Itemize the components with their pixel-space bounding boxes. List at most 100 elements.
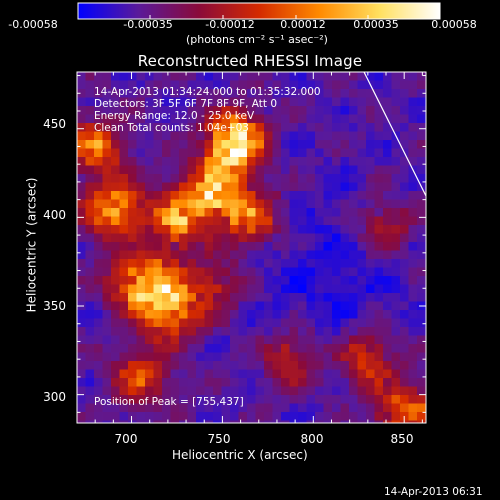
heatmap-cell	[391, 208, 401, 218]
heatmap-cell	[94, 259, 104, 269]
heatmap-cell	[119, 276, 129, 286]
heatmap-cell	[306, 216, 316, 226]
heatmap-cell	[187, 310, 197, 320]
heatmap-cell	[366, 327, 376, 337]
heatmap-cell	[289, 72, 299, 82]
heatmap-cell	[145, 403, 155, 413]
heatmap-cell	[204, 97, 214, 107]
heatmap-cell	[306, 284, 316, 294]
heatmap-cell	[340, 327, 350, 337]
heatmap-cell	[77, 123, 87, 133]
heatmap-cell	[136, 165, 146, 175]
heatmap-cell	[315, 293, 325, 303]
heatmap-cell	[298, 157, 308, 167]
heatmap-cell	[170, 386, 180, 396]
heatmap-cell	[255, 157, 265, 167]
heatmap-cell	[170, 174, 180, 184]
heatmap-cell	[136, 403, 146, 413]
heatmap-cell	[230, 208, 240, 218]
heatmap-cell	[238, 157, 248, 167]
heatmap-cell	[145, 242, 155, 252]
heatmap-cell	[340, 412, 350, 422]
chart-title: Reconstructed RHESSI Image	[137, 52, 363, 70]
heatmap-cell	[94, 131, 104, 141]
heatmap-cell	[425, 140, 426, 150]
heatmap-cell	[315, 412, 325, 422]
heatmap-cell	[119, 250, 129, 260]
heatmap-cell	[289, 293, 299, 303]
heatmap-cell	[357, 403, 367, 413]
heatmap-cell	[153, 182, 163, 192]
heatmap-cell	[187, 225, 197, 235]
heatmap-cell	[357, 233, 367, 243]
heatmap-cell	[425, 259, 426, 269]
heatmap-cell	[391, 97, 401, 107]
heatmap-cell	[187, 199, 197, 209]
heatmap-cell	[383, 386, 393, 396]
heatmap-cell	[264, 250, 274, 260]
heatmap-cell	[204, 318, 214, 328]
heatmap-cell	[323, 225, 333, 235]
heatmap-cell	[247, 403, 257, 413]
heatmap-cell	[400, 318, 410, 328]
heatmap-cell	[221, 233, 231, 243]
heatmap-cell	[289, 361, 299, 371]
heatmap-cell	[332, 123, 342, 133]
heatmap-cell	[162, 191, 172, 201]
heatmap-cell	[281, 208, 291, 218]
heatmap-cell	[298, 72, 308, 82]
heatmap-cell	[221, 378, 231, 388]
heatmap-cell	[187, 327, 197, 337]
heatmap-cell	[340, 361, 350, 371]
heatmap-cell	[196, 259, 206, 269]
heatmap-cell	[247, 208, 257, 218]
heatmap-cell	[213, 395, 223, 405]
heatmap-cell	[221, 106, 231, 116]
heatmap-cell	[383, 344, 393, 354]
heatmap-cell	[187, 378, 197, 388]
heatmap-cell	[255, 148, 265, 158]
heatmap-cell	[136, 369, 146, 379]
x-tick-label-700: 700	[114, 432, 138, 446]
heatmap-cell	[196, 386, 206, 396]
heatmap-cell	[94, 361, 104, 371]
heatmap-cell	[247, 378, 257, 388]
heatmap-cell	[340, 114, 350, 124]
heatmap-cell	[281, 352, 291, 362]
heatmap-cell	[408, 131, 418, 141]
heatmap-cell	[247, 420, 257, 423]
heatmap-cell	[187, 369, 197, 379]
heatmap-cell	[238, 369, 248, 379]
heatmap-cell	[196, 208, 206, 218]
heatmap-cell	[383, 208, 393, 218]
heatmap-cell	[349, 131, 359, 141]
heatmap-cell	[145, 97, 155, 107]
heatmap-cell	[238, 182, 248, 192]
heatmap-cell	[264, 318, 274, 328]
heatmap-cell	[128, 344, 138, 354]
heatmap-cell	[272, 284, 282, 294]
heatmap-cell	[230, 276, 240, 286]
heatmap-cell	[323, 276, 333, 286]
heatmap-cell	[315, 131, 325, 141]
heatmap-cell	[264, 191, 274, 201]
heatmap-cell	[315, 165, 325, 175]
heatmap-cell	[204, 412, 214, 422]
heatmap-cell	[213, 293, 223, 303]
heatmap-cell	[408, 318, 418, 328]
heatmap-cell	[255, 165, 265, 175]
heatmap-cell	[306, 72, 316, 82]
heatmap-cell	[366, 301, 376, 311]
heatmap-cell	[170, 276, 180, 286]
heatmap-cell	[179, 140, 189, 150]
heatmap-cell	[221, 165, 231, 175]
heatmap-cell	[400, 276, 410, 286]
heatmap-cell	[264, 225, 274, 235]
heatmap-cell	[374, 301, 384, 311]
heatmap-cell	[111, 403, 121, 413]
heatmap-cell	[417, 318, 426, 328]
heatmap-cell	[94, 250, 104, 260]
heatmap-cell	[323, 327, 333, 337]
heatmap-cell	[128, 242, 138, 252]
heatmap-cell	[289, 97, 299, 107]
